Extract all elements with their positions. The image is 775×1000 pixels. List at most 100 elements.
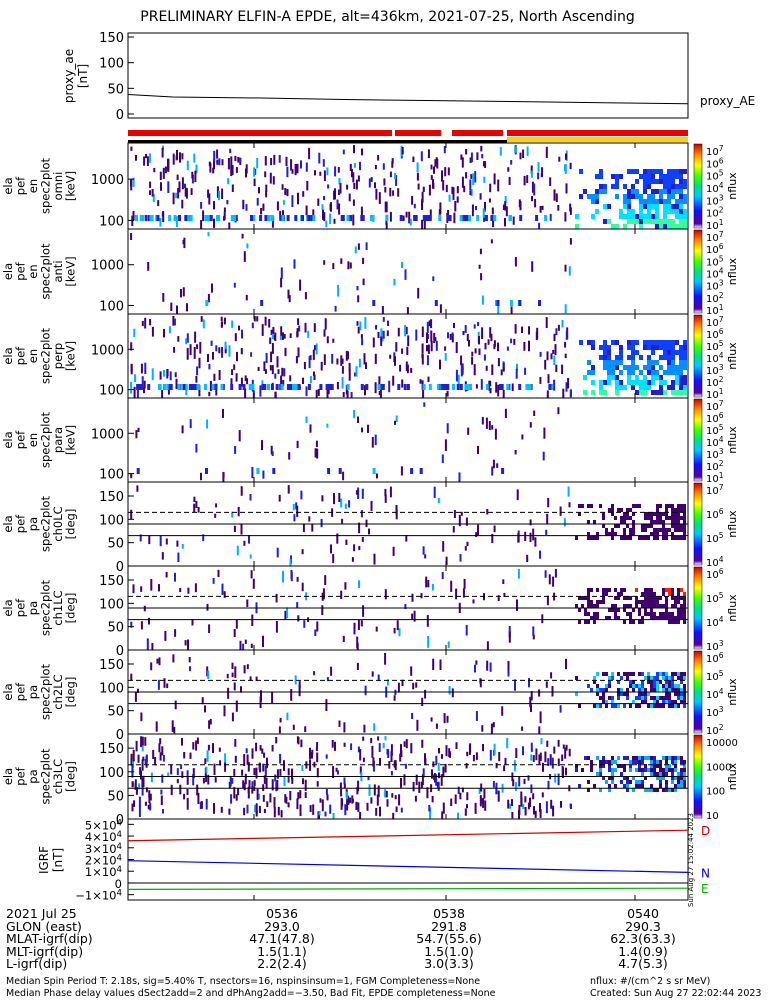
- spectrogram-pixel: [345, 791, 348, 800]
- spectrogram-pixel: [428, 184, 431, 196]
- spectrogram-pixel: [644, 776, 647, 780]
- spectrogram-pixel: [516, 363, 518, 371]
- colorbar-label: nflux: [726, 678, 739, 706]
- spectrogram-pixel: [631, 209, 635, 214]
- spectrogram-pixel: [611, 365, 615, 370]
- spectrogram-pixel: [330, 384, 334, 390]
- spectrogram-pixel: [452, 187, 455, 198]
- spectrogram-pixel: [677, 616, 680, 620]
- spectrogram-pixel: [639, 370, 643, 375]
- spectrogram-pixel: [679, 380, 683, 385]
- spectrogram-pixel: [460, 355, 463, 366]
- spectrogram-pixel: [674, 604, 677, 608]
- spectrogram-pixel: [677, 520, 680, 524]
- spectrogram-pixel: [651, 360, 655, 365]
- spectrogram-pixel: [465, 763, 468, 769]
- spectrogram-pixel: [181, 544, 184, 549]
- spectrogram-pixel: [671, 596, 674, 600]
- spectrogram-pixel: [502, 389, 505, 401]
- spectrogram-pixel: [498, 751, 501, 762]
- spectrogram-pixel: [608, 676, 611, 680]
- spectrogram-pixel: [145, 787, 148, 793]
- colorbar-tick-label: 103: [706, 193, 724, 207]
- spectrogram-pixel: [337, 284, 340, 297]
- spectrogram-pixel: [653, 612, 656, 616]
- colorbar-tick-label: 102: [706, 206, 724, 220]
- spectrogram-pixel: [639, 214, 643, 219]
- spectrogram-pixel: [659, 528, 662, 532]
- spectrogram-pixel: [231, 320, 234, 328]
- spectrogram-pixel: [326, 423, 329, 428]
- spectrogram-pixel: [595, 209, 599, 214]
- spectrogram-pixel: [508, 631, 511, 643]
- spectrogram-pixel: [593, 676, 596, 680]
- spectrogram-pixel: [286, 215, 290, 221]
- spectrogram-pixel: [206, 215, 210, 221]
- spectrogram-pixel: [632, 700, 635, 704]
- spectrogram-pixel: [381, 330, 384, 342]
- spectrogram-pixel: [662, 756, 665, 760]
- spectrogram-pixel: [235, 794, 238, 801]
- spectrogram-pixel: [231, 777, 234, 784]
- spectrogram-pixel: [251, 322, 254, 329]
- spectrogram-pixel: [623, 385, 627, 390]
- spectrogram-panel: [127, 228, 703, 317]
- spectrogram-pixel: [140, 586, 143, 592]
- spectrogram-pixel: [665, 768, 668, 772]
- spectrogram-pixel: [181, 737, 183, 746]
- spectrogram-pixel: [230, 384, 234, 390]
- spectrogram-pixel: [204, 384, 207, 390]
- spectrogram-pixel: [605, 684, 608, 688]
- spectrogram-pixel: [623, 520, 626, 524]
- spectrogram-pixel: [663, 209, 667, 214]
- spectrogram-pixel: [258, 187, 260, 194]
- spectrogram-pixel: [662, 612, 665, 616]
- spectrogram-pixel: [447, 167, 450, 176]
- spectrogram-pixel: [502, 362, 505, 372]
- spectrogram-pixel: [133, 386, 136, 398]
- spectrogram-ylabel: en: [26, 264, 40, 278]
- colorbar-tick-label: 103: [706, 447, 724, 461]
- spectrogram-pixel: [445, 556, 448, 565]
- spectrogram-pixel: [496, 463, 499, 468]
- spectrogram-pixel: [611, 756, 614, 760]
- spectrogram-pixel: [312, 215, 316, 221]
- spectrogram-pixel: [663, 214, 667, 219]
- spectrogram-pixel: [651, 169, 655, 174]
- spectrogram-pixel: [656, 536, 659, 540]
- spectrogram-pixel: [194, 170, 197, 183]
- spectrogram-pixel: [429, 807, 432, 819]
- spectrogram-pixel: [430, 175, 433, 180]
- spectrogram-pixel: [341, 366, 344, 374]
- spectrogram-pixel: [459, 384, 463, 390]
- spectrogram-pixel: [275, 737, 278, 744]
- spectrogram-pixel: [626, 756, 629, 760]
- spectrogram-pixel: [497, 358, 500, 367]
- spectrogram-pixel: [662, 536, 665, 540]
- spectrogram-pixel: [265, 352, 268, 363]
- spectrogram-pixel: [631, 184, 635, 189]
- spectrogram-pixel: [359, 766, 362, 775]
- spectrogram-pixel: [445, 745, 448, 757]
- spectrogram-pixel: [528, 384, 532, 390]
- colorbar-tick-label: 101: [706, 218, 724, 232]
- spectrogram-pixel: [286, 384, 290, 390]
- spectrogram-pixel: [426, 787, 429, 799]
- spectrogram-pixel: [313, 671, 315, 676]
- spectrogram-pixel: [671, 365, 675, 370]
- spectrogram-pixel: [259, 745, 262, 751]
- spectrogram-pixel: [635, 768, 638, 772]
- spectrogram-pixel: [279, 768, 282, 776]
- spectrogram-pixel: [362, 605, 365, 617]
- spectrogram-pixel: [200, 220, 203, 230]
- spectrogram-pixel: [361, 215, 365, 221]
- spectrogram-pixel: [674, 528, 677, 532]
- spectrogram-pixel: [240, 486, 243, 496]
- spectrogram-pixel: [458, 472, 461, 484]
- spectrogram-pixel: [608, 616, 611, 620]
- spectrogram-pixel: [619, 345, 623, 350]
- spectrogram-pixel: [251, 748, 254, 759]
- spectrogram-pixel: [644, 688, 647, 692]
- spectrogram-pixel: [602, 524, 605, 528]
- spectrogram-pixel: [500, 384, 504, 390]
